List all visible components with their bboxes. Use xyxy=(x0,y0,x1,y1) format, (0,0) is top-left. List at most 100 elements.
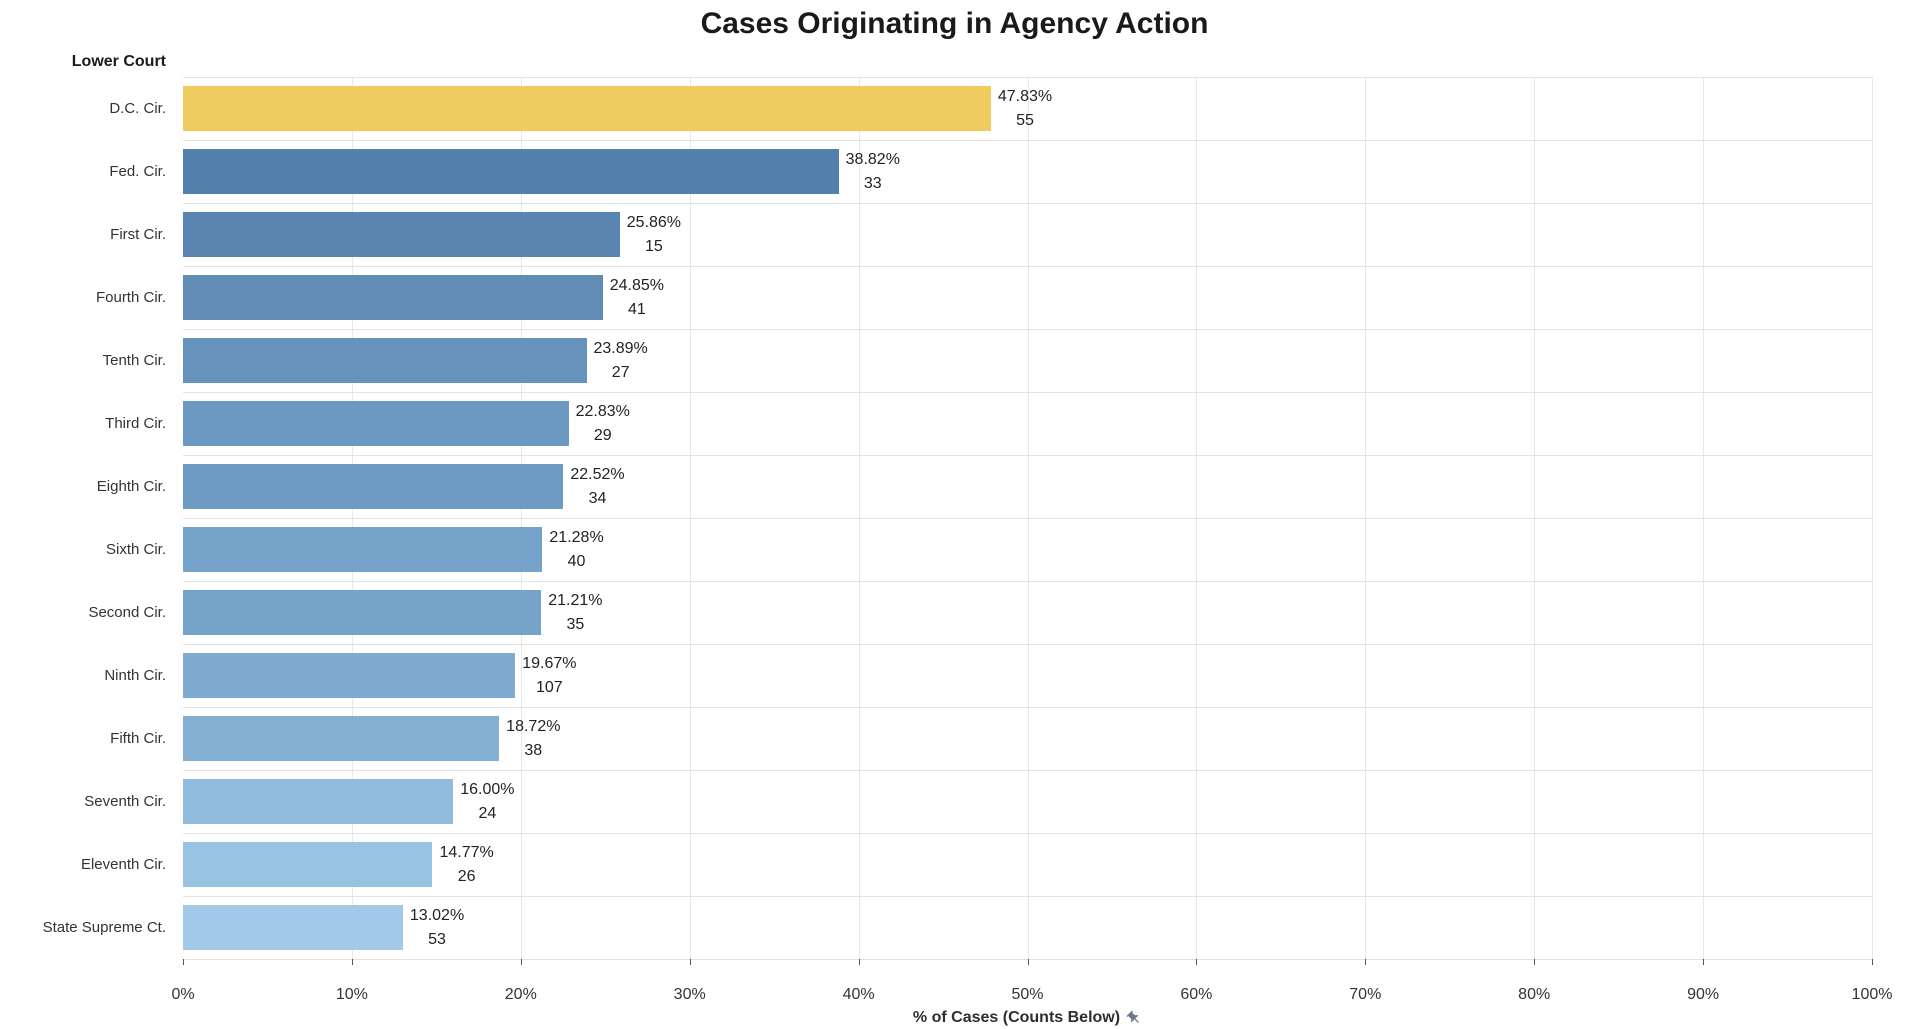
x-axis-tick-label: 20% xyxy=(504,986,537,1003)
bar-fifth-cir[interactable] xyxy=(183,716,500,761)
bar-count-label: 55 xyxy=(1016,111,1034,129)
bar-count-label: 15 xyxy=(645,237,663,255)
bar-ninth-cir[interactable] xyxy=(183,653,516,698)
x-axis-caption: % of Cases (Counts Below) xyxy=(183,1008,1872,1027)
plot-area xyxy=(183,77,1873,960)
x-axis-tick xyxy=(1534,959,1536,965)
bar-value-label-sixth-cir: 21.28% 40 xyxy=(549,526,603,574)
x-axis-tick-label: 10% xyxy=(335,986,368,1003)
category-label-eleventh-cir: Eleventh Cir. xyxy=(80,856,166,873)
x-axis-tick xyxy=(351,959,353,965)
bar-sixth-cir[interactable] xyxy=(183,527,543,572)
bar-percent-label: 24.85% xyxy=(609,276,664,294)
row-divider xyxy=(183,833,1872,834)
category-label-sixth-cir: Sixth Cir. xyxy=(105,541,166,558)
x-axis-tick-label: 50% xyxy=(1011,986,1044,1003)
bar-value-label-ninth-cir: 19.67% 107 xyxy=(522,652,576,700)
x-axis-tick-label: 0% xyxy=(171,986,195,1003)
category-label-first-cir: First Cir. xyxy=(110,226,166,243)
bar-eighth-cir[interactable] xyxy=(183,464,564,509)
category-label-seventh-cir: Seventh Cir. xyxy=(84,793,166,810)
x-axis-tick-label: 70% xyxy=(1349,986,1382,1003)
x-axis-tick xyxy=(1703,959,1705,965)
category-label-d-c-cir: D.C. Cir. xyxy=(109,100,166,117)
pushpin-icon[interactable] xyxy=(1126,1010,1142,1026)
row-divider xyxy=(183,770,1872,771)
bar-count-label: 27 xyxy=(611,363,630,381)
bar-percent-label: 23.89% xyxy=(593,339,648,357)
chart-title: Cases Originating in Agency Action xyxy=(700,7,1209,40)
bar-value-label-d-c-cir: 47.83% 55 xyxy=(998,85,1052,133)
row-divider xyxy=(183,392,1872,393)
row-axis-header: Lower Court xyxy=(71,53,166,70)
bar-count-label: 40 xyxy=(567,552,586,570)
bar-count-label: 38 xyxy=(524,741,543,759)
bar-count-label: 53 xyxy=(428,930,446,948)
bar-percent-label: 25.86% xyxy=(626,213,682,231)
bar-percent-label: 22.52% xyxy=(570,465,625,483)
x-axis-tick-label: 60% xyxy=(1180,986,1213,1003)
bar-second-cir[interactable] xyxy=(183,590,542,635)
bar-value-label-seventh-cir: 16.00% 24 xyxy=(460,778,514,826)
bar-third-cir[interactable] xyxy=(183,401,569,446)
row-divider xyxy=(183,266,1872,267)
x-axis-tick-label: 40% xyxy=(842,986,875,1003)
gridline xyxy=(1872,77,1873,959)
bar-count-label: 41 xyxy=(627,300,646,318)
bar-first-cir[interactable] xyxy=(183,212,620,257)
category-label-second-cir: Second Cir. xyxy=(88,604,166,621)
bar-percent-label: 38.82% xyxy=(845,150,900,168)
x-axis-tick xyxy=(858,959,860,965)
bar-percent-label: 21.21% xyxy=(548,591,603,609)
x-axis-caption-label: % of Cases (Counts Below) xyxy=(912,1009,1121,1026)
bar-tenth-cir[interactable] xyxy=(183,338,587,383)
x-axis-tick-label: 100% xyxy=(1851,986,1893,1003)
x-axis-tick xyxy=(520,959,522,965)
bar-percent-label: 16.00% xyxy=(460,780,515,798)
category-label-ninth-cir: Ninth Cir. xyxy=(104,667,166,684)
bar-value-label-second-cir: 21.21% 35 xyxy=(548,589,602,637)
bar-value-label-eleventh-cir: 14.77% 26 xyxy=(439,841,493,889)
bar-percent-label: 13.02% xyxy=(409,906,465,924)
bar-value-label-fourth-cir: 24.85% 41 xyxy=(610,274,664,322)
bar-fed-cir[interactable] xyxy=(183,149,839,194)
bar-fourth-cir[interactable] xyxy=(183,275,603,320)
row-divider xyxy=(183,77,1872,78)
bar-d-c-cir[interactable] xyxy=(183,86,991,131)
bar-value-label-fifth-cir: 18.72% 38 xyxy=(506,715,560,763)
bar-percent-label: 19.67% xyxy=(522,654,577,672)
row-divider xyxy=(183,581,1872,582)
x-axis-tick-label: 80% xyxy=(1518,986,1551,1003)
row-divider xyxy=(183,455,1872,456)
row-divider xyxy=(183,140,1872,141)
bar-eleventh-cir[interactable] xyxy=(183,842,433,887)
x-axis-tick xyxy=(689,959,691,965)
bar-count-label: 26 xyxy=(457,867,476,885)
bar-value-label-third-cir: 22.83% 29 xyxy=(576,400,630,448)
bar-count-label: 35 xyxy=(566,615,585,633)
x-axis-tick xyxy=(183,959,184,965)
row-divider xyxy=(183,329,1872,330)
row-divider xyxy=(183,518,1872,519)
category-label-state-supreme-ct: State Supreme Ct. xyxy=(42,919,166,936)
x-axis-tick xyxy=(1365,959,1367,965)
bar-percent-label: 21.28% xyxy=(549,528,604,546)
bar-count-label: 29 xyxy=(593,426,612,444)
bar-percent-label: 14.77% xyxy=(439,843,494,861)
category-label-fifth-cir: Fifth Cir. xyxy=(110,730,166,747)
bar-count-label: 34 xyxy=(588,489,607,507)
bar-state-supreme-ct[interactable] xyxy=(183,905,403,950)
row-divider xyxy=(183,644,1872,645)
bar-percent-label: 22.83% xyxy=(575,402,630,420)
bar-count-label: 33 xyxy=(863,174,882,192)
bar-value-label-fed-cir: 38.82% 33 xyxy=(846,148,900,196)
bar-value-label-first-cir: 25.86% 15 xyxy=(627,211,681,259)
category-label-fed-cir: Fed. Cir. xyxy=(109,163,166,180)
category-label-tenth-cir: Tenth Cir. xyxy=(102,352,166,369)
bar-value-label-tenth-cir: 23.89% 27 xyxy=(594,337,648,385)
bar-seventh-cir[interactable] xyxy=(183,779,454,824)
x-axis-tick-label: 90% xyxy=(1687,986,1720,1003)
bar-percent-label: 47.83% xyxy=(997,87,1053,105)
category-label-third-cir: Third Cir. xyxy=(105,415,166,432)
